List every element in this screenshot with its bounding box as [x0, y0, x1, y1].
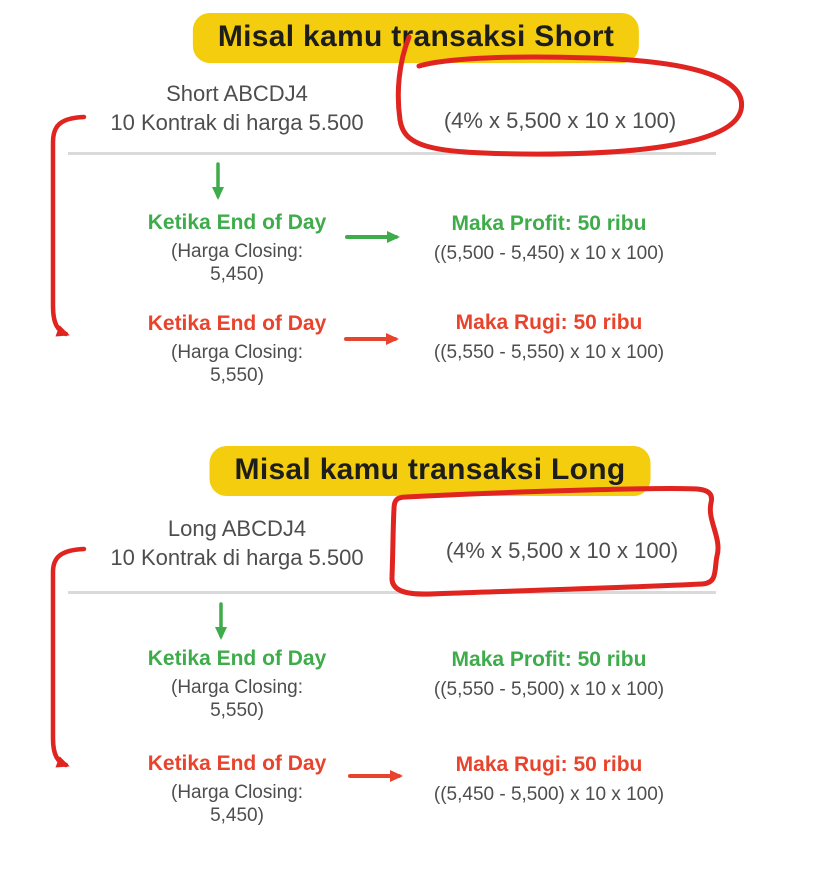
section-title-short: Misal kamu transaksi Short: [192, 13, 640, 63]
outcome-profit-result-short: Maka Profit: 50 ribu ((5,500 - 5,450) x …: [403, 211, 695, 265]
result-label: Maka Rugi: 50 ribu: [455, 311, 643, 334]
scenario-label: Ketika End of Day: [147, 211, 327, 234]
bracket-arrow-icon: [50, 114, 87, 337]
closing-line2: 5,550): [210, 365, 264, 386]
closing-line1: (Harga Closing:: [171, 782, 303, 803]
outcome-loss-result-short: Maka Rugi: 50 ribu ((5,550 - 5,550) x 10…: [403, 310, 695, 364]
divider-line: [68, 591, 716, 594]
result-formula: ((5,500 - 5,450) x 10 x 100): [433, 243, 665, 264]
margin-formula-short: (4% x 5,500 x 10 x 100): [443, 108, 677, 133]
scenario-label: Ketika End of Day: [147, 312, 327, 335]
position-block-short: Short ABCDJ4 10 Kontrak di harga 5.500: [57, 79, 417, 137]
bracket-arrow-icon: [50, 546, 87, 768]
outcome-loss-scenario-short: Ketika End of Day (Harga Closing: 5,550): [97, 311, 377, 387]
result-formula: ((5,450 - 5,500) x 10 x 100): [433, 784, 665, 805]
closing-line1: (Harga Closing:: [171, 342, 303, 363]
closing-line2: 5,450): [210, 805, 264, 826]
closing-line1: (Harga Closing:: [171, 241, 303, 262]
outcome-profit-scenario-short: Ketika End of Day (Harga Closing: 5,450): [97, 210, 377, 286]
scenario-label: Ketika End of Day: [147, 752, 327, 775]
outcome-loss-result-long: Maka Rugi: 50 ribu ((5,450 - 5,500) x 10…: [403, 752, 695, 806]
position-line2: 10 Kontrak di harga 5.500: [110, 545, 364, 570]
position-line1: Short ABCDJ4: [166, 81, 308, 106]
closing-line1: (Harga Closing:: [171, 677, 303, 698]
scenario-label: Ketika End of Day: [147, 647, 327, 670]
result-label: Maka Rugi: 50 ribu: [455, 753, 643, 776]
closing-line2: 5,550): [210, 700, 264, 721]
result-label: Maka Profit: 50 ribu: [451, 212, 647, 235]
result-formula: ((5,550 - 5,500) x 10 x 100): [433, 679, 665, 700]
position-block-long: Long ABCDJ4 10 Kontrak di harga 5.500: [57, 514, 417, 572]
outcome-profit-result-long: Maka Profit: 50 ribu ((5,550 - 5,500) x …: [403, 647, 695, 701]
closing-line2: 5,450): [210, 264, 264, 285]
outcome-loss-scenario-long: Ketika End of Day (Harga Closing: 5,450): [97, 751, 377, 827]
position-line1: Long ABCDJ4: [167, 516, 307, 541]
section-title-long: Misal kamu transaksi Long: [209, 446, 651, 496]
margin-formula-long: (4% x 5,500 x 10 x 100): [445, 538, 679, 563]
position-line2: 10 Kontrak di harga 5.500: [110, 110, 364, 135]
result-label: Maka Profit: 50 ribu: [451, 648, 647, 671]
result-formula: ((5,550 - 5,550) x 10 x 100): [433, 342, 665, 363]
outcome-profit-scenario-long: Ketika End of Day (Harga Closing: 5,550): [97, 646, 377, 722]
divider-line: [68, 152, 716, 155]
